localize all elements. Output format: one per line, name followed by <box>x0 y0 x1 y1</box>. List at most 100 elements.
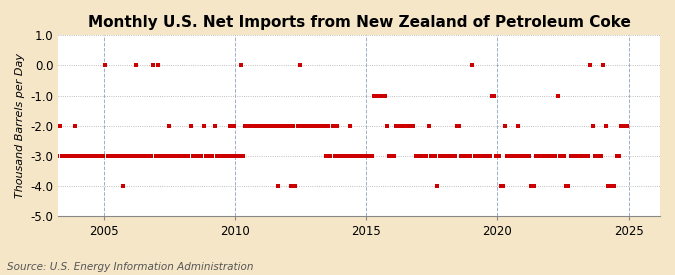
Point <box>364 153 375 158</box>
Point <box>294 63 305 68</box>
Point <box>497 184 508 188</box>
Point <box>196 153 207 158</box>
Point <box>502 153 513 158</box>
Point <box>122 153 132 158</box>
Point <box>434 153 445 158</box>
Point <box>535 153 545 158</box>
Point <box>130 63 141 68</box>
Point <box>349 153 360 158</box>
Point <box>310 123 321 128</box>
Point <box>572 153 583 158</box>
Point <box>271 123 281 128</box>
Point <box>602 184 613 188</box>
Point <box>72 153 82 158</box>
Point <box>303 123 314 128</box>
Point <box>423 123 434 128</box>
Point <box>485 153 495 158</box>
Point <box>336 153 347 158</box>
Point <box>458 153 469 158</box>
Point <box>593 153 604 158</box>
Point <box>474 153 485 158</box>
Point <box>216 153 227 158</box>
Point <box>111 153 122 158</box>
Point <box>190 153 200 158</box>
Point <box>54 123 65 128</box>
Point <box>445 153 456 158</box>
Point <box>109 153 119 158</box>
Point <box>559 153 570 158</box>
Point <box>539 153 550 158</box>
Point <box>550 153 561 158</box>
Point <box>262 123 273 128</box>
Point <box>506 153 517 158</box>
Point <box>491 153 502 158</box>
Point <box>386 153 397 158</box>
Point <box>342 153 353 158</box>
Point <box>367 153 377 158</box>
Point <box>528 184 539 188</box>
Point <box>242 123 252 128</box>
Point <box>416 153 427 158</box>
Point <box>281 123 292 128</box>
Point <box>399 123 410 128</box>
Point <box>329 153 340 158</box>
Point <box>188 153 198 158</box>
Point <box>467 63 478 68</box>
Point <box>299 123 310 128</box>
Point <box>441 153 452 158</box>
Point <box>574 153 585 158</box>
Point <box>63 153 74 158</box>
Point <box>430 153 441 158</box>
Point <box>371 93 381 98</box>
Point <box>316 123 327 128</box>
Point <box>410 153 421 158</box>
Point <box>257 123 268 128</box>
Point <box>489 93 500 98</box>
Text: Source: U.S. Energy Information Administration: Source: U.S. Energy Information Administ… <box>7 262 253 272</box>
Point <box>153 63 163 68</box>
Point <box>379 93 390 98</box>
Point <box>240 123 250 128</box>
Point <box>218 153 229 158</box>
Point <box>78 153 89 158</box>
Point <box>382 123 393 128</box>
Point <box>284 123 294 128</box>
Point <box>373 93 384 98</box>
Point <box>119 153 130 158</box>
Point <box>611 153 622 158</box>
Point <box>301 123 312 128</box>
Point <box>105 153 115 158</box>
Point <box>609 184 620 188</box>
Point <box>117 184 128 188</box>
Point <box>545 153 556 158</box>
Point <box>354 153 364 158</box>
Point <box>207 153 218 158</box>
Point <box>227 153 238 158</box>
Point <box>402 123 412 128</box>
Point <box>47 153 58 158</box>
Point <box>358 153 369 158</box>
Point <box>531 153 541 158</box>
Point <box>65 153 76 158</box>
Point <box>331 123 342 128</box>
Point <box>561 184 572 188</box>
Point <box>347 153 358 158</box>
Point <box>205 153 215 158</box>
Point <box>493 153 504 158</box>
Point <box>476 153 487 158</box>
Point <box>515 153 526 158</box>
Point <box>583 153 593 158</box>
Point <box>425 153 436 158</box>
Point <box>292 123 303 128</box>
Point <box>52 153 63 158</box>
Point <box>616 123 626 128</box>
Point <box>480 153 491 158</box>
Point <box>469 153 480 158</box>
Point <box>59 153 70 158</box>
Point <box>522 153 533 158</box>
Point <box>568 153 578 158</box>
Point <box>250 123 261 128</box>
Point <box>319 123 329 128</box>
Point <box>151 153 161 158</box>
Point <box>163 123 174 128</box>
